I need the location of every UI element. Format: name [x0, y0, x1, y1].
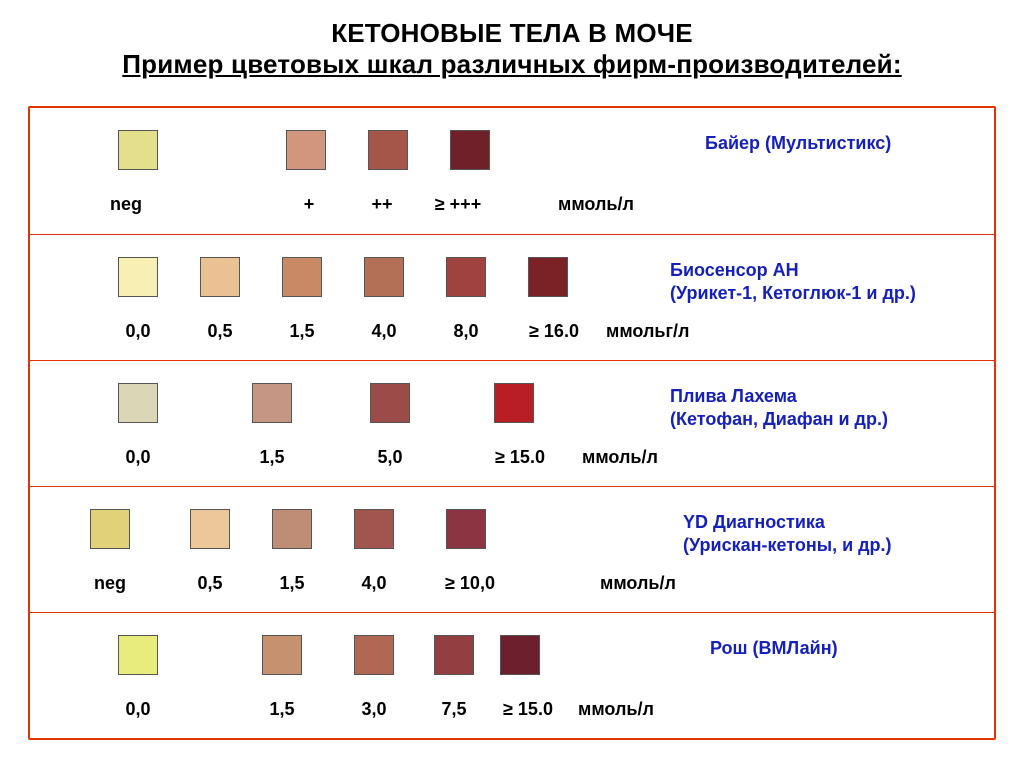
brand-sub: (Кетофан, Диафан и др.) [670, 408, 984, 431]
value-label: ++ [371, 194, 392, 215]
value-label: neg [110, 194, 142, 215]
color-swatch [364, 257, 404, 297]
brand-sub: (Урискан-кетоны, и др.) [683, 534, 984, 557]
brand-block: Рош (ВМЛайн) [710, 637, 984, 660]
unit-label: ммоль/л [558, 194, 634, 215]
brand-sub: (Урикет-1, Кетоглюк-1 и др.) [670, 282, 984, 305]
color-swatch [354, 635, 394, 675]
labels-strip: 0,0 1,5 5,0 ≥ 15.0 ммоль/л [30, 447, 994, 471]
page: КЕТОНОВЫЕ ТЕЛА В МОЧЕ Пример цветовых шк… [0, 0, 1024, 767]
color-swatch [282, 257, 322, 297]
scale-row: 0,0 1,5 5,0 ≥ 15.0 ммоль/л Плива Лахема(Кетоф… [30, 360, 994, 486]
color-swatch [434, 635, 474, 675]
unit-label: ммольг/л [606, 321, 689, 342]
color-scale-table: neg+++≥ +++ммоль/лБайер (Мультистикс)0,0… [28, 106, 996, 740]
scale-row: 0,0 0,5 1,5 4,0 8,0 ≥ 16.0 ммольг/л Биосенсор А… [30, 234, 994, 360]
value-label: 1,5 [289, 321, 314, 342]
unit-label: ммоль/л [600, 573, 676, 594]
color-swatch [118, 130, 158, 170]
title-main: КЕТОНОВЫЕ ТЕЛА В МОЧЕ [0, 18, 1024, 49]
value-label: 8,0 [453, 321, 478, 342]
value-label: ≥ 15.0 [503, 699, 553, 720]
color-swatch [118, 635, 158, 675]
value-label: 0,5 [207, 321, 232, 342]
value-label: 4,0 [361, 573, 386, 594]
brand-name: Биосенсор АН [670, 259, 984, 282]
brand-name: Байер (Мультистикс) [705, 132, 984, 155]
labels-strip: 0,0 0,5 1,5 4,0 8,0 ≥ 16.0 ммольг/л [30, 321, 994, 345]
value-label: 0,5 [197, 573, 222, 594]
title-sub: Пример цветовых шкал различных фирм-прои… [0, 49, 1024, 80]
brand-block: Плива Лахема(Кетофан, Диафан и др.) [670, 385, 984, 430]
brand-name: Плива Лахема [670, 385, 984, 408]
color-swatch [368, 130, 408, 170]
value-label: 4,0 [371, 321, 396, 342]
scale-row: 0,0 1,5 3,0 7,5 ≥ 15.0 ммоль/л Рош (ВМЛайн) [30, 612, 994, 738]
value-label: ≥ +++ [435, 194, 481, 215]
value-label: 3,0 [361, 699, 386, 720]
color-swatch [262, 635, 302, 675]
color-swatch [118, 383, 158, 423]
color-swatch [272, 509, 312, 549]
value-label: 1,5 [269, 699, 294, 720]
brand-name: Рош (ВМЛайн) [710, 637, 984, 660]
labels-strip: 0,0 1,5 3,0 7,5 ≥ 15.0 ммоль/л [30, 699, 994, 723]
color-swatch [118, 257, 158, 297]
value-label: 0,0 [125, 321, 150, 342]
brand-block: YD Диагностика (Урискан-кетоны, и др.) [683, 511, 984, 556]
color-swatch [494, 383, 534, 423]
value-label: ≥ 10,0 [445, 573, 495, 594]
value-label: 5,0 [377, 447, 402, 468]
color-swatch [446, 509, 486, 549]
color-swatch [450, 130, 490, 170]
value-label: 1,5 [279, 573, 304, 594]
value-label: 0,0 [125, 699, 150, 720]
value-label: 1,5 [259, 447, 284, 468]
color-swatch [190, 509, 230, 549]
scale-row: neg+++≥ +++ммоль/лБайер (Мультистикс) [30, 108, 994, 234]
title-block: КЕТОНОВЫЕ ТЕЛА В МОЧЕ Пример цветовых шк… [0, 18, 1024, 80]
scale-row: neg 0,5 1,5 4,0 ≥ 10,0 ммоль/л YD Диагностика … [30, 486, 994, 612]
brand-name: YD Диагностика [683, 511, 984, 534]
color-swatch [286, 130, 326, 170]
color-swatch [90, 509, 130, 549]
value-label: neg [94, 573, 126, 594]
color-swatch [252, 383, 292, 423]
color-swatch [446, 257, 486, 297]
brand-block: Биосенсор АН(Урикет-1, Кетоглюк-1 и др.) [670, 259, 984, 304]
brand-block: Байер (Мультистикс) [705, 132, 984, 155]
color-swatch [370, 383, 410, 423]
unit-label: ммоль/л [582, 447, 658, 468]
color-swatch [528, 257, 568, 297]
color-swatch [200, 257, 240, 297]
unit-label: ммоль/л [578, 699, 654, 720]
color-swatch [354, 509, 394, 549]
value-label: 0,0 [125, 447, 150, 468]
labels-strip: neg 0,5 1,5 4,0 ≥ 10,0 ммоль/л [30, 573, 994, 597]
value-label: ≥ 16.0 [529, 321, 579, 342]
value-label: 7,5 [441, 699, 466, 720]
value-label: + [304, 194, 315, 215]
value-label: ≥ 15.0 [495, 447, 545, 468]
color-swatch [500, 635, 540, 675]
labels-strip: neg+++≥ +++ммоль/л [30, 194, 994, 218]
